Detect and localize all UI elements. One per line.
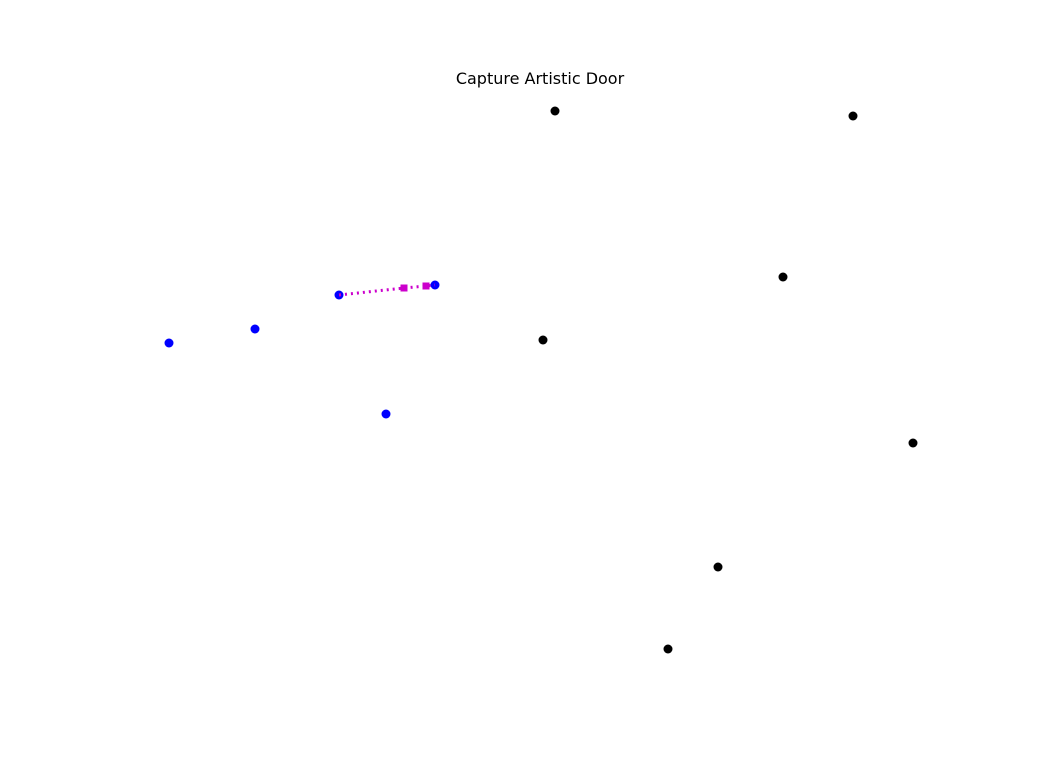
data-point xyxy=(663,644,673,654)
plot-area xyxy=(164,106,918,654)
data-point xyxy=(848,111,858,121)
series-2 xyxy=(338,282,436,297)
square-marker xyxy=(400,284,408,292)
data-point xyxy=(550,106,560,116)
data-point xyxy=(381,409,391,419)
square-marker xyxy=(422,282,430,290)
data-point xyxy=(713,562,723,572)
series-1 xyxy=(164,280,440,419)
series-line xyxy=(338,283,436,297)
chart-title: Capture Artistic Door xyxy=(456,69,625,88)
data-point xyxy=(538,335,548,345)
data-point xyxy=(250,324,260,334)
series-0 xyxy=(538,106,918,654)
data-point xyxy=(778,272,788,282)
data-point xyxy=(164,338,174,348)
data-point xyxy=(908,438,918,448)
